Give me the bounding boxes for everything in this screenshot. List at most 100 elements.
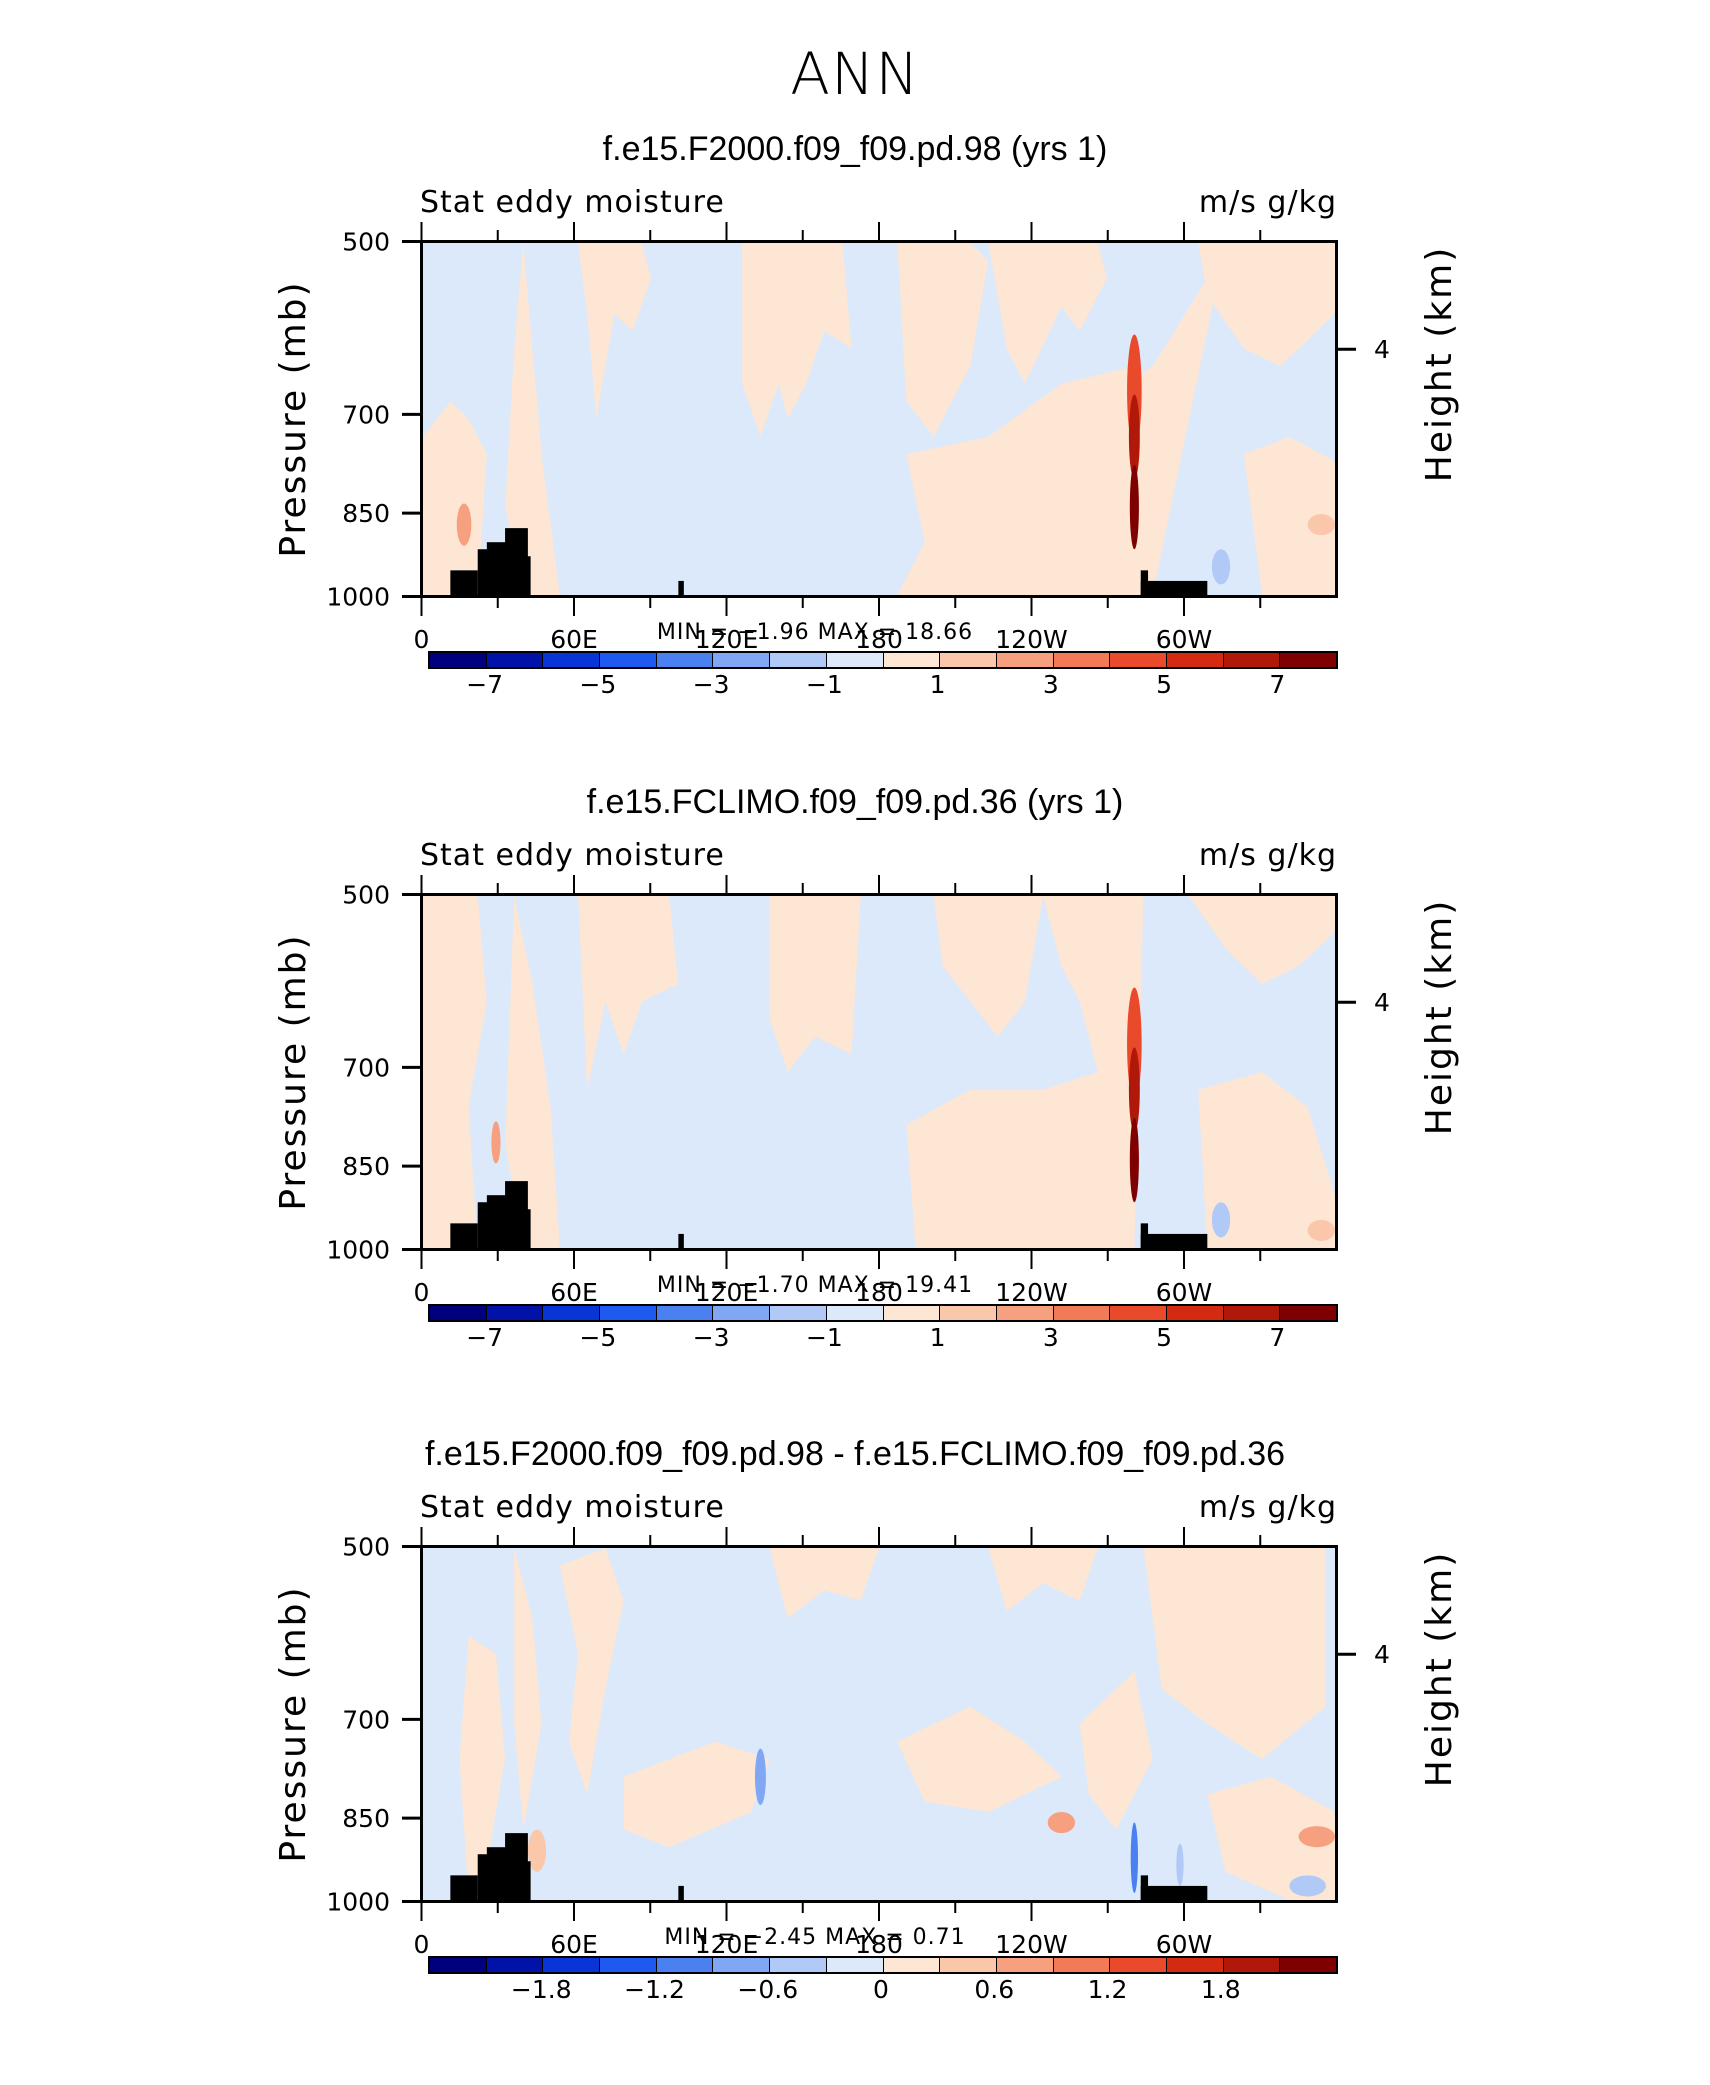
panel-title: f.e15.FCLIMO.f09_f09.pd.36 (yrs 1) (586, 783, 1124, 821)
x-tick-label: 60E (550, 1278, 598, 1307)
colorbar-tick-label: −7 (466, 1323, 504, 1352)
colorbar-swatch (770, 1958, 827, 1972)
colorbar-tick-label: −1.8 (510, 1975, 572, 2004)
panel-title: f.e15.F2000.f09_f09.pd.98 - f.e15.FCLIMO… (424, 1435, 1286, 1473)
units-label: m/s g/kg (1198, 838, 1337, 873)
positive-region (769, 896, 861, 1072)
colorbar-swatch (600, 653, 657, 667)
colorbar-tick-label: 5 (1156, 1323, 1173, 1352)
topography-mask (523, 1861, 531, 1900)
colorbar (428, 1956, 1338, 1974)
colorbar-tick-label: −3 (692, 670, 730, 699)
colorbar-tick-label: 5 (1156, 670, 1173, 699)
colorbar-swatch (1053, 653, 1111, 667)
negative-minimum (1130, 1822, 1139, 1893)
colorbar-swatch (486, 1306, 544, 1320)
topography-mask (1140, 580, 1208, 595)
colorbar-swatch (430, 1958, 487, 1972)
positive-region (459, 1636, 506, 1900)
y-tick-label: 1000 (326, 583, 390, 612)
x-tick-label: 180 (855, 1930, 903, 1959)
topography-mask (505, 1833, 528, 1900)
colorbar-tick-label: 1 (929, 1323, 946, 1352)
topography-mask (486, 1847, 510, 1900)
right-tick-label: 4 (1374, 335, 1390, 364)
x-tick-label: 0 (414, 1930, 430, 1959)
y-tick-label: 700 (342, 400, 390, 429)
y-tick-label: 700 (342, 1705, 390, 1734)
colorbar-swatch (1110, 653, 1167, 667)
variable-label: Stat eddy moisture (420, 838, 725, 873)
colorbar-swatch (486, 653, 544, 667)
y-tick-label: 500 (342, 1533, 390, 1562)
colorbar-swatch (656, 1958, 714, 1972)
colorbar-swatch (826, 1306, 884, 1320)
x-tick-label: 180 (855, 625, 903, 654)
colorbar-swatch (1280, 653, 1336, 667)
right-tick-label: 4 (1374, 1640, 1390, 1669)
contour-plot (420, 240, 1338, 598)
colorbar-tick-label: 0.6 (974, 1975, 1015, 2004)
topography-mask (505, 528, 528, 595)
main-title: ANN (790, 40, 920, 108)
colorbar-tick-label: −5 (579, 1323, 617, 1352)
topography-mask (523, 556, 531, 595)
x-tick-label: 120E (695, 1278, 759, 1307)
y-axis-label: Pressure (mb) (273, 1585, 314, 1862)
colorbar-swatch (543, 1958, 601, 1972)
positive-region (897, 1706, 1062, 1812)
colorbar-swatch (883, 1306, 941, 1320)
colorbar-tick-label: −0.6 (737, 1975, 799, 2004)
colorbar-swatch (713, 653, 771, 667)
positive-region (1079, 1671, 1153, 1830)
positive-maximum (456, 503, 472, 546)
positive-region (578, 896, 679, 1090)
topography-mask (1140, 1885, 1208, 1900)
min-max-label: MIN = −1.96 MAX = 18.66 (656, 620, 974, 645)
y-tick-label: 850 (342, 499, 390, 528)
colorbar-swatch (826, 1958, 884, 1972)
colorbar-swatch (656, 1306, 714, 1320)
y2-axis-label: Height (km) (1419, 1551, 1460, 1787)
x-tick-label: 60W (1156, 1930, 1213, 1959)
colorbar-swatch (1110, 1306, 1167, 1320)
colorbar-swatch (996, 1306, 1054, 1320)
negative-minimum (1289, 1875, 1326, 1897)
colorbar-tick-label: −3 (692, 1323, 730, 1352)
positive-maximum (1129, 464, 1139, 550)
contour-plot (420, 1545, 1338, 1903)
x-tick-label: 60E (550, 625, 598, 654)
colorbar-swatch (1053, 1306, 1111, 1320)
topography-mask (678, 580, 684, 595)
positive-region (897, 243, 989, 437)
positive-region (769, 1548, 879, 1619)
colorbar-swatch (1166, 653, 1224, 667)
min-max-label: MIN = −1.70 MAX = 19.41 (656, 1273, 974, 1298)
colorbar-swatch (1223, 653, 1281, 667)
x-tick-label: 120E (695, 625, 759, 654)
colorbar-swatch (1280, 1958, 1336, 1972)
colorbar-swatch (1223, 1306, 1281, 1320)
variable-label: Stat eddy moisture (420, 185, 725, 220)
y-tick-label: 500 (342, 881, 390, 910)
colorbar-swatch (996, 1958, 1054, 1972)
x-tick-label: 180 (855, 1278, 903, 1307)
x-tick-label: 0 (414, 1278, 430, 1307)
positive-maximum (1298, 1826, 1335, 1848)
positive-region (1189, 896, 1335, 984)
axes: 500 700 850 1000 4 0 60E 120E 180 120W 60W Pressure… (273, 222, 1460, 654)
negative-minimum (1176, 1843, 1184, 1886)
colorbar-tick-label: 0 (873, 1975, 889, 2004)
positive-region (578, 243, 651, 419)
topography-mask (678, 1885, 684, 1900)
colorbar-swatch (940, 653, 997, 667)
colorbar-swatch (600, 1306, 657, 1320)
topography-mask (450, 570, 478, 595)
x-tick-label: 120W (995, 1930, 1067, 1959)
negative-minimum (1211, 549, 1231, 585)
colorbar (428, 651, 1338, 669)
positive-maximum (1128, 394, 1140, 479)
x-tick-label: 60E (550, 1930, 598, 1959)
positive-maximum (527, 1829, 547, 1872)
panel-1: f.e15.F2000.f09_f09.pd.98 (yrs 1) Stat ed… (0, 130, 1710, 780)
